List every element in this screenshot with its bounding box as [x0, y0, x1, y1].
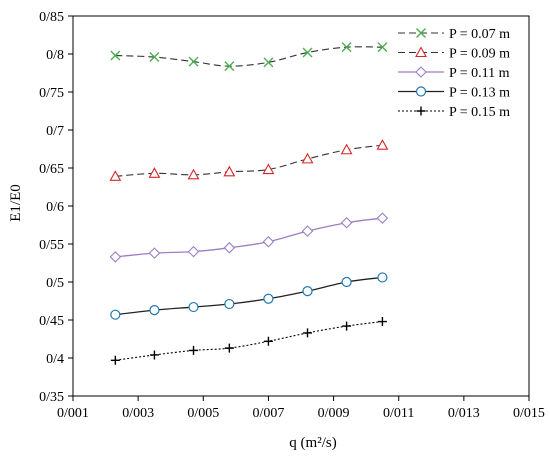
series-3 [109, 212, 389, 263]
data-point [224, 343, 234, 353]
x-tick-label: 0/013 [448, 406, 480, 421]
data-point [302, 47, 313, 58]
data-point [149, 305, 160, 316]
data-point [110, 50, 121, 61]
legend-marker [415, 46, 427, 58]
data-point [302, 286, 313, 297]
data-point [148, 247, 161, 259]
data-point [189, 345, 199, 355]
legend-marker [415, 66, 427, 78]
data-point [341, 276, 352, 288]
data-point [342, 321, 352, 331]
y-tick-label: 0/65 [39, 162, 64, 177]
data-point [263, 336, 273, 346]
x-tick-label: 0/001 [57, 406, 89, 421]
legend-label: P = 0.15 m [449, 105, 510, 120]
data-point [377, 272, 388, 283]
data-point [376, 212, 389, 224]
legend-item: P = 0.15 m [398, 105, 510, 120]
x-tick-label: 0/009 [318, 406, 350, 421]
series-4 [110, 272, 388, 320]
data-point [262, 163, 275, 175]
data-point [110, 355, 120, 365]
data-point [223, 242, 236, 254]
x-tick-label: 0/003 [122, 406, 154, 421]
legend-item: P = 0.11 m [398, 66, 510, 81]
x-axis-title: q (m²/s) [289, 435, 336, 451]
data-point [148, 167, 161, 178]
series-line [115, 46, 383, 67]
y-tick-label: 0/55 [39, 238, 64, 253]
legend-marker [416, 28, 426, 38]
x-tick-label: 0/015 [513, 406, 545, 421]
legend: P = 0.07 m P = 0.09 m P = 0.11 m P = 0.13 m… [398, 27, 510, 120]
y-tick-label: 0/8 [46, 48, 64, 63]
series-5 [110, 317, 387, 365]
legend-label: P = 0.13 m [449, 86, 510, 101]
y-tick-label: 0/6 [46, 200, 64, 215]
legend-label: P = 0.09 m [449, 47, 510, 62]
data-point [109, 251, 122, 263]
data-point [340, 143, 353, 155]
data-point [188, 56, 199, 67]
legend-marker [415, 86, 427, 97]
y-tick-label: 0/5 [46, 276, 64, 291]
data-point [341, 42, 352, 53]
data-point [301, 225, 314, 237]
data-point [303, 328, 313, 338]
legend-label: P = 0.07 m [449, 27, 510, 42]
data-point [263, 293, 274, 304]
data-point [263, 57, 274, 68]
data-point [224, 61, 235, 72]
data-point [377, 317, 387, 327]
y-tick-label: 0/35 [39, 390, 64, 405]
series-line [115, 144, 383, 177]
data-point [187, 168, 200, 180]
series-layer [109, 42, 389, 365]
y-axis-title: E1/E0 [8, 184, 24, 222]
x-axis: 0/001 0/003 0/005 0/007 0/009 0/011 0/013 0/015 [57, 396, 545, 421]
legend-marker [416, 106, 426, 116]
data-point [377, 42, 388, 53]
data-point [188, 301, 199, 313]
y-tick-label: 0/7 [46, 124, 64, 139]
data-point [187, 245, 200, 258]
data-point [149, 350, 159, 360]
x-tick-label: 0/005 [187, 406, 219, 421]
data-point [109, 170, 122, 181]
series-1 [110, 42, 388, 72]
data-point [376, 139, 389, 150]
y-tick-label: 0/45 [39, 314, 64, 329]
data-point [110, 309, 121, 320]
series-2 [109, 139, 389, 181]
data-point [301, 152, 314, 164]
data-point [223, 165, 236, 177]
legend-label: P = 0.11 m [449, 66, 510, 81]
legend-item: P = 0.13 m [398, 86, 510, 101]
data-point [340, 216, 353, 229]
legend-item: P = 0.07 m [398, 27, 510, 42]
data-point [149, 52, 160, 63]
x-tick-label: 0/007 [252, 406, 284, 421]
data-point [262, 235, 275, 248]
x-tick-label: 0/011 [383, 406, 414, 421]
y-tick-label: 0/75 [39, 86, 64, 101]
y-tick-label: 0/85 [39, 10, 64, 25]
data-point [224, 298, 235, 310]
legend-item: P = 0.09 m [398, 46, 510, 62]
y-axis: 0/35 0/4 0/45 0/5 0/55 0/6 0/65 0/7 0/75 0/8 0/85 [39, 10, 73, 405]
y-tick-label: 0/4 [46, 352, 64, 367]
